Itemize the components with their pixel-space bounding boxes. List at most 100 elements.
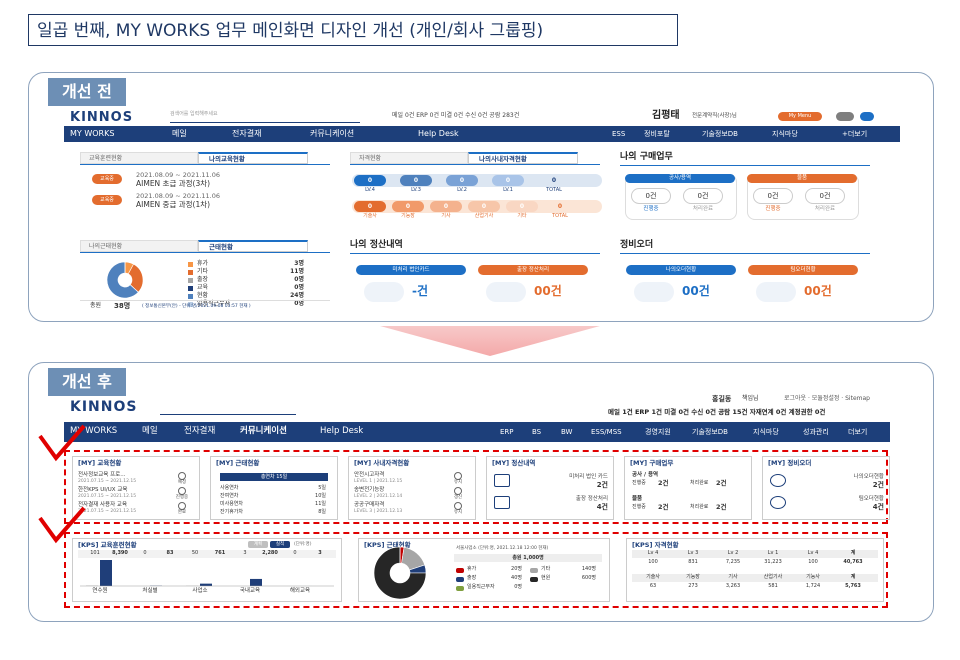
group-name: 공사 / 용역 [632, 472, 659, 478]
nav-item[interactable]: 지식마당 [753, 428, 779, 436]
nav-item[interactable]: BS [532, 428, 542, 436]
value-cell: 63 [649, 583, 657, 589]
value-label: 0 [293, 550, 297, 556]
tab[interactable]: 나의사내자격현황 [468, 152, 578, 164]
nav-item[interactable]: ESS [612, 130, 626, 138]
menu-button[interactable]: My Menu [778, 112, 822, 121]
group-name: 물품 [632, 496, 643, 502]
item-date: LEVEL 1 | 2021.12.15 [354, 479, 403, 484]
value-row [78, 550, 336, 558]
item-status: 진행중 [175, 495, 189, 500]
item-name: 송변전기능장 [354, 487, 385, 493]
nav-item[interactable]: 커뮤니케이션 [310, 129, 355, 138]
nav-item[interactable]: 메일 [142, 426, 158, 436]
value-cell: 31,223 [764, 559, 782, 565]
item-status: 유지 [453, 510, 463, 515]
card [72, 538, 342, 602]
legend-value: 140명 [581, 566, 596, 572]
header-bar: 총연차 15일 [220, 473, 328, 481]
search-box[interactable] [160, 404, 296, 415]
card [624, 456, 752, 520]
header-cell: Lv 2 [727, 550, 739, 556]
section-title: 정비오더 [620, 240, 654, 250]
value-label: 50 [191, 550, 199, 556]
card-title: [KPS] 교육훈련현황 [78, 541, 137, 549]
item-pill: 출장 정산처리 [478, 265, 588, 275]
nav-item[interactable]: Help Desk [418, 129, 459, 138]
nav-item[interactable]: 정비포탈 [644, 130, 670, 138]
nav-item[interactable]: BW [561, 428, 573, 436]
level-value: 0 [354, 201, 386, 212]
toggle-button[interactable]: 실적 [270, 541, 290, 548]
header-cell: 산업기사 [763, 574, 783, 580]
nav-item[interactable]: 경영지원 [645, 428, 671, 436]
legend-name: 교육 [197, 284, 209, 291]
nav-item[interactable]: 기술정보DB [702, 130, 738, 138]
item-label: 처리완료 [690, 480, 709, 486]
item-count: -건 [412, 284, 429, 298]
value-cell: 7,235 [725, 559, 741, 565]
legend-swatch [188, 286, 193, 291]
legend-swatch [188, 270, 193, 275]
icon [364, 282, 404, 302]
nav-item[interactable]: 성과관리 [803, 428, 829, 436]
category-label: 처실별 [142, 588, 158, 594]
section-title: 나의 정산내역 [350, 240, 403, 250]
user-name: 김평태 [652, 110, 680, 121]
user-name: 홍길동 [712, 395, 732, 403]
status-icon [454, 472, 462, 480]
tab[interactable]: 나의교육현황 [198, 152, 308, 164]
nav-item[interactable]: MY WORKS [70, 426, 118, 436]
highlight-box [64, 532, 888, 608]
tab[interactable]: 나의근태현황 [80, 240, 198, 252]
nav-item[interactable]: 메일 [172, 129, 187, 138]
chart [373, 546, 427, 600]
group-name: 물품 [747, 174, 857, 183]
level-value: 0 [551, 177, 557, 184]
links[interactable]: 로그아웃 · 모듈정설정 · Sitemap [784, 395, 870, 402]
donut-slice [373, 546, 427, 600]
nav-item[interactable]: 커뮤니케이션 [240, 426, 287, 436]
tab[interactable]: 교육훈련현황 [80, 152, 198, 164]
card-title: [MY] 정비오더 [768, 459, 812, 467]
category-label: 국내교육 [239, 588, 261, 594]
nav-item[interactable]: 지식마당 [772, 130, 798, 138]
card [762, 456, 890, 520]
toggle-button[interactable]: 계획 [248, 541, 268, 548]
nav-item[interactable]: 기술정보DB [692, 428, 728, 436]
note: 서울사업소 (단위:명, 2021.12.18 12:00 현재) [456, 546, 549, 551]
status: 메일 0건 ERP 0건 미결 0건 수신 0건 공람 283건 [392, 112, 520, 119]
nav-item[interactable]: ERP [500, 428, 514, 436]
search-box[interactable]: 검색어를 입력해주세요 [170, 111, 360, 123]
card-title: [MY] 구매업무 [630, 459, 674, 467]
legend-swatch [456, 568, 464, 573]
icon [494, 474, 510, 487]
card-title: [KPS] 근태현황 [364, 541, 411, 549]
nav-item[interactable]: 전자결재 [184, 426, 216, 436]
title-line [620, 253, 870, 254]
tab[interactable]: 자격현황 [350, 152, 468, 164]
nav-item[interactable]: MY WORKS [70, 129, 115, 138]
item-pill: 팀오더현황 [748, 265, 858, 275]
header-cell: 기능사 [806, 574, 820, 580]
total-bar: 총원 1,000명 [454, 554, 602, 562]
legend-name: 기타 [541, 566, 551, 572]
legend-swatch [188, 294, 193, 299]
logo: KINNOS [70, 399, 138, 415]
value-label: 2,280 [262, 550, 278, 556]
legend-name: 일용직근무자 [467, 584, 495, 590]
nav-item[interactable]: Help Desk [320, 426, 364, 436]
tab[interactable]: 근태현황 [198, 240, 308, 252]
row-value: 11일 [315, 501, 326, 507]
header-cell: 기사 [728, 574, 738, 580]
nav-item[interactable]: ESS/MSS [591, 428, 622, 436]
nav-item[interactable]: 전자결재 [232, 129, 262, 138]
level-label: 기능장 [401, 213, 415, 219]
item-date: 2021.07.15 ~ 2021.12.15 [78, 509, 137, 514]
item-name: 나의오더현황 [853, 474, 884, 480]
nav-item[interactable]: 더보기 [848, 428, 868, 436]
level-value: 0 [557, 203, 563, 210]
value-cell: 273 [688, 583, 698, 589]
nav-item[interactable]: +더보기 [842, 130, 868, 138]
